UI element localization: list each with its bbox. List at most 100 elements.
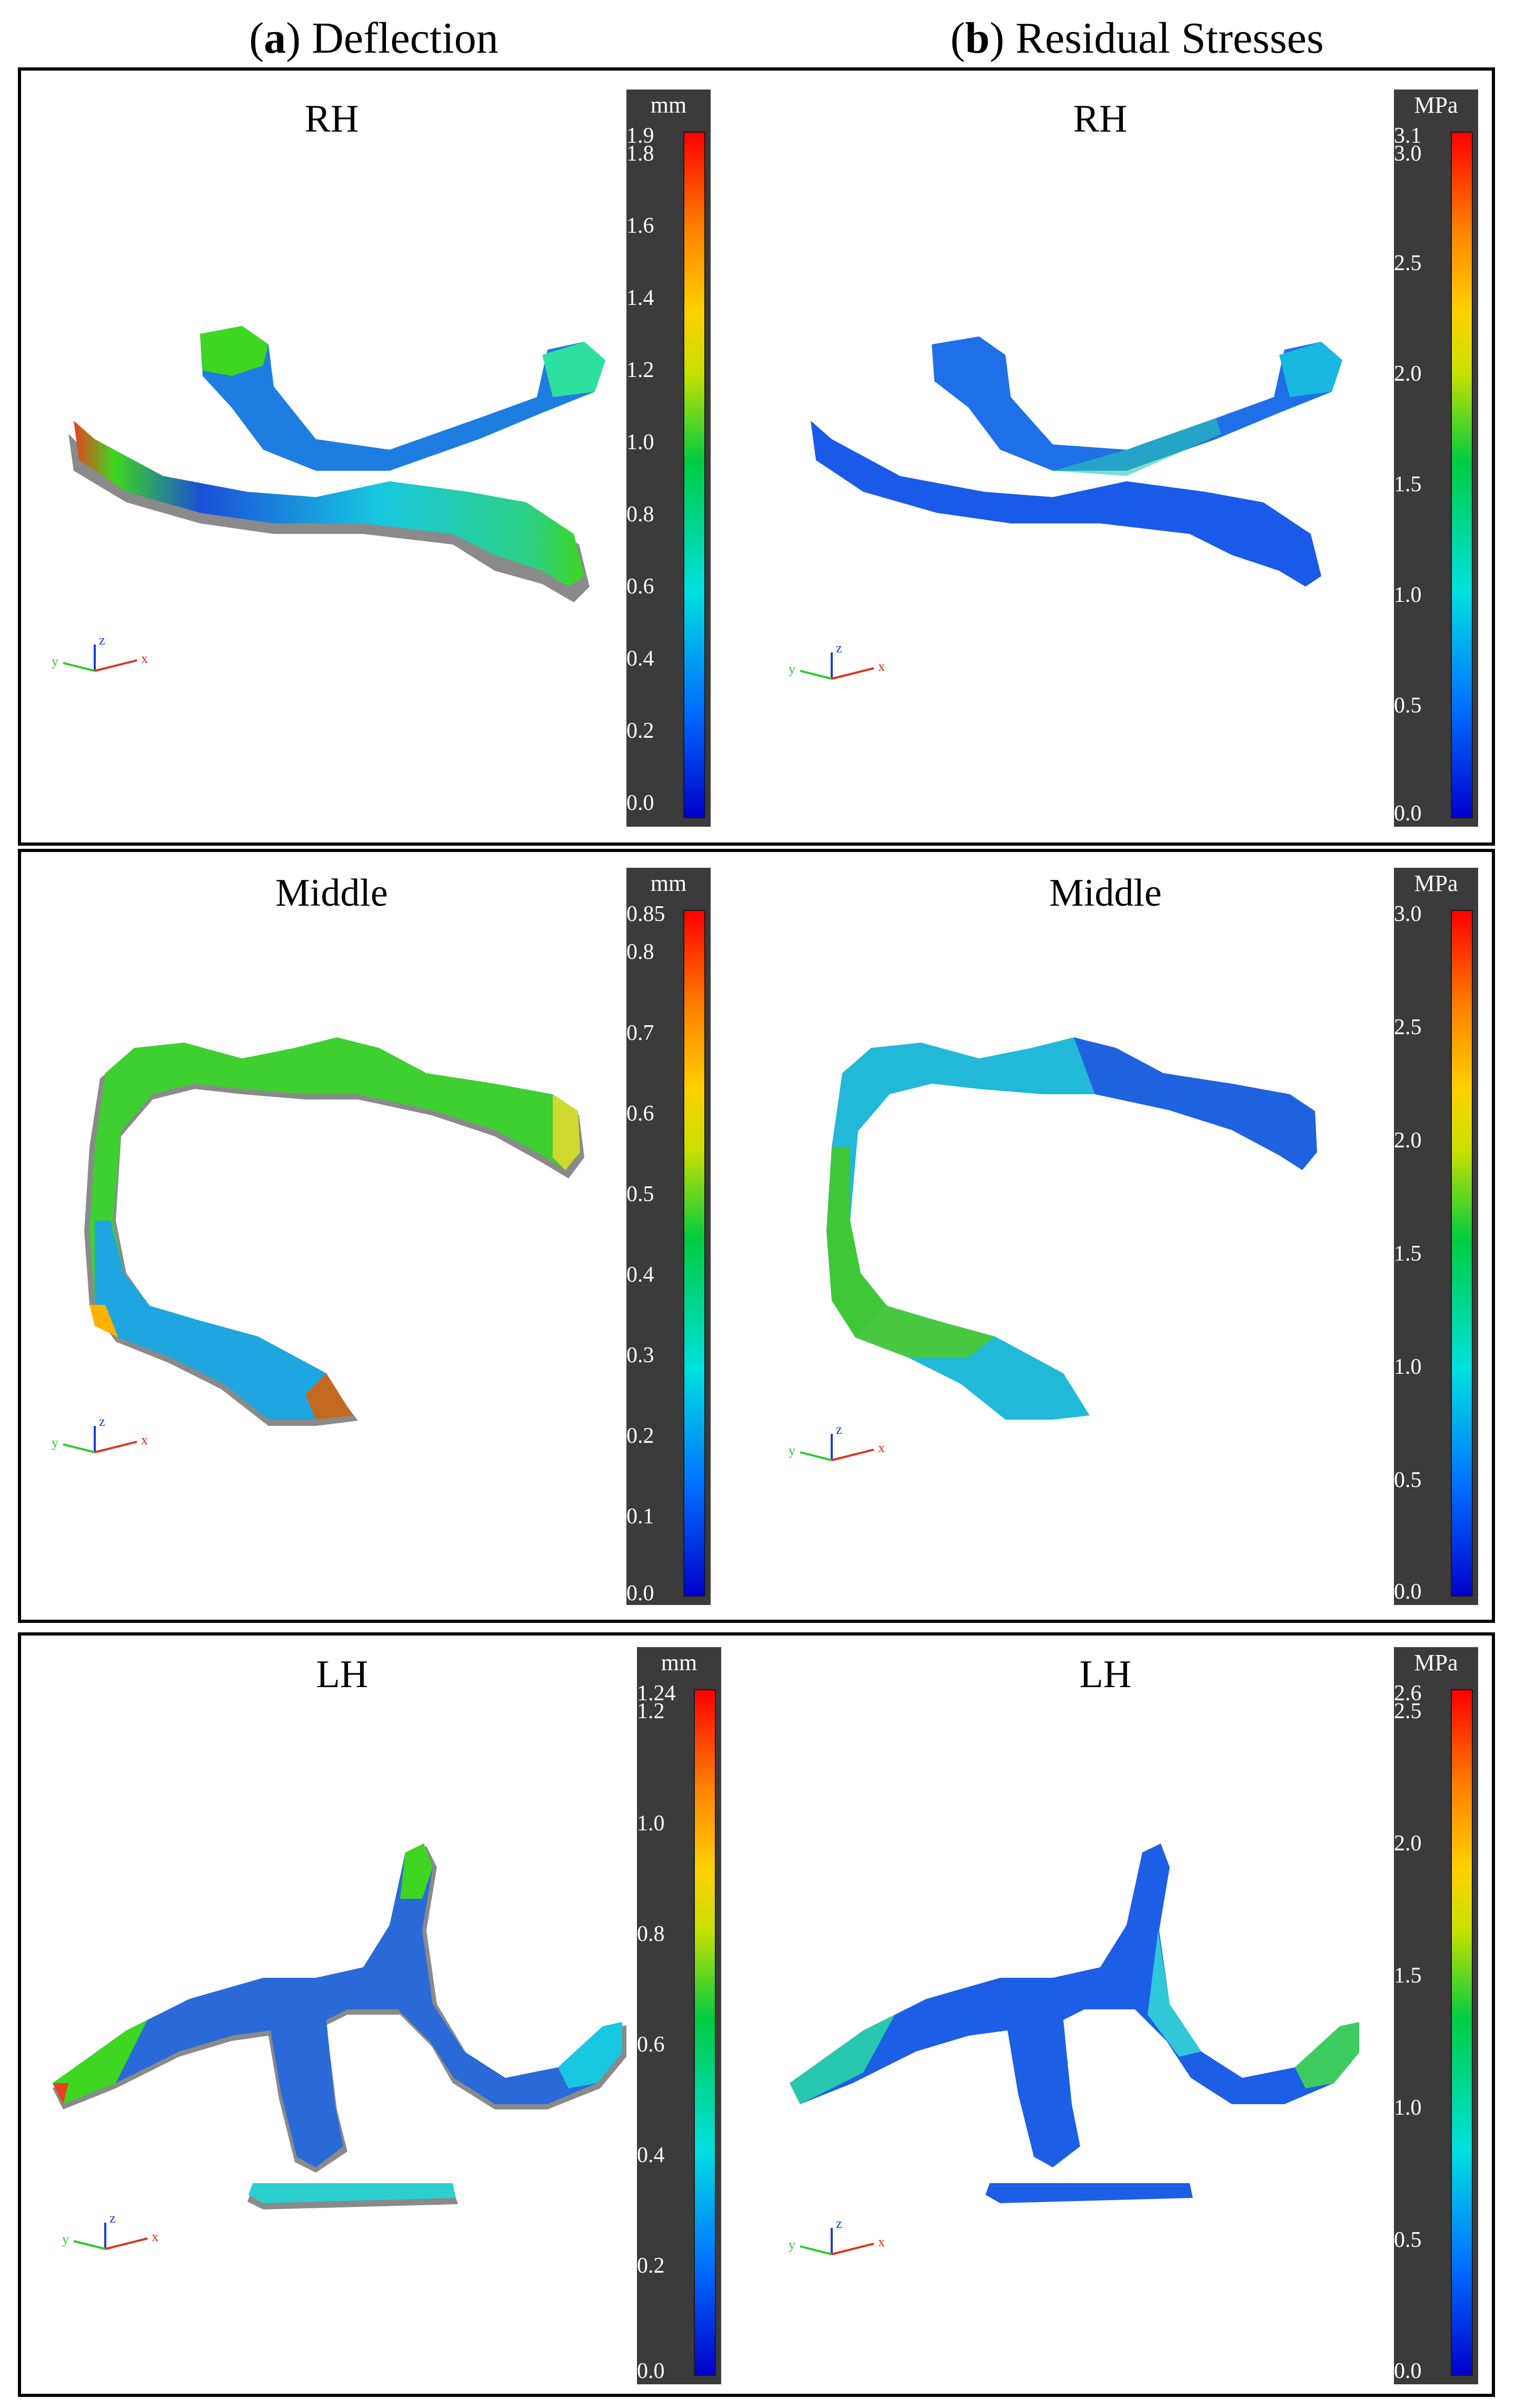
panel-rh-deflection: RH z y x mm 1.9: [21, 71, 758, 843]
lh-deflection-mesh: [53, 1844, 626, 2209]
colorbar-unit: MPa: [1414, 92, 1458, 118]
panel-lh-deflection: LH z y x mm 1.24 1.2 1.0 0.8 0.6: [21, 1636, 758, 2394]
panel-title: Middle: [1049, 871, 1162, 915]
svg-text:x: x: [141, 1432, 148, 1448]
svg-text:y: y: [62, 2232, 69, 2247]
panel-title: RH: [304, 97, 359, 141]
svg-text:z: z: [836, 1422, 842, 1437]
colorbar-tick: 0.5: [626, 1182, 654, 1206]
colorbar-tick: 1.2: [626, 358, 654, 382]
column-header-b: (b) Residual Stresses: [950, 14, 1324, 63]
colorbar-unit: mm: [661, 1650, 697, 1676]
svg-text:y: y: [789, 661, 795, 677]
colorbar-tick: 0.0: [637, 2359, 665, 2383]
colorbar-tick: 1.0: [1394, 583, 1422, 607]
colorbar-unit: MPa: [1414, 870, 1458, 896]
colorbar-gradient: [683, 910, 705, 1597]
colorbar-tick: 0.0: [626, 1581, 654, 1606]
colorbar-gradient: [694, 1689, 716, 2376]
panel-title: Middle: [275, 871, 388, 915]
colorbar-tick: 1.5: [1394, 1242, 1422, 1266]
rh-stress-mesh: [811, 336, 1342, 587]
colorbar-gradient: [1451, 1689, 1473, 2376]
colorbar-tick: 0.5: [1394, 693, 1422, 718]
colorbar-tick: 0.3: [626, 1343, 654, 1367]
row-rh: RH z y x mm 1.9: [18, 67, 1495, 846]
axis-triad: z y x: [789, 2216, 885, 2255]
colorbar: mm 0.85 0.8 0.7 0.6 0.5 0.4 0.3 0.2 0.1 …: [626, 868, 711, 1605]
colorbar-tick: 2.5: [1394, 1699, 1422, 1723]
svg-text:z: z: [109, 2211, 116, 2226]
colorbar: mm 1.9 1.8 1.6 1.4 1.2 1.0 0.8 0.6 0.4 0…: [626, 90, 711, 827]
axis-triad: z y x: [789, 640, 885, 680]
colorbar-tick: 0.2: [626, 719, 654, 743]
middle-stress-mesh: [826, 1037, 1317, 1420]
colorbar: MPa 3.1 3.0 2.5 2.0 1.5 1.0 0.5 0.0: [1394, 90, 1478, 827]
colorbar-tick: 0.2: [626, 1424, 654, 1448]
colorbar: mm 1.24 1.2 1.0 0.8 0.6 0.4 0.2 0.0: [637, 1647, 721, 2384]
svg-text:x: x: [878, 2234, 885, 2250]
colorbar-tick: 1.24: [637, 1681, 676, 1706]
colorbar-tick: 1.6: [626, 214, 654, 238]
svg-text:x: x: [878, 1440, 885, 1455]
colorbar-tick: 0.5: [1394, 1468, 1422, 1492]
colorbar-tick: 0.8: [626, 940, 654, 964]
colorbar-tick: 0.0: [1394, 2359, 1422, 2383]
colorbar: MPa 3.0 2.5 2.0 1.5 1.0 0.5 0.0: [1394, 868, 1478, 1605]
colorbar-tick: 0.2: [637, 2254, 665, 2278]
axis-triad: z y x: [52, 632, 148, 672]
panel-title: RH: [1073, 97, 1128, 141]
colorbar-gradient: [1451, 132, 1473, 818]
svg-text:y: y: [789, 1443, 795, 1458]
colorbar-gradient: [683, 132, 705, 818]
panel-middle-stress: Middle z y x MPa 3.0 2.5 2.0 1.5 1.0 0.5…: [758, 852, 1495, 1620]
panel-title: LH: [1079, 1653, 1132, 1696]
colorbar-tick: 2.5: [1394, 251, 1422, 275]
colorbar-tick: 3.1: [1394, 124, 1422, 148]
colorbar-tick: 1.0: [637, 1811, 665, 1836]
svg-text:z: z: [836, 2216, 842, 2231]
colorbar-tick: 2.0: [1394, 1128, 1422, 1153]
svg-text:x: x: [152, 2229, 158, 2244]
colorbar-tick: 2.5: [1394, 1015, 1422, 1039]
colorbar-unit: mm: [650, 870, 687, 896]
colorbar-tick: 0.8: [637, 1922, 665, 1946]
colorbar-tick: 0.0: [1394, 801, 1422, 826]
panel-title: LH: [316, 1653, 368, 1696]
colorbar-unit: mm: [650, 92, 687, 118]
colorbar-tick: 1.9: [626, 124, 654, 148]
column-header-a: (a) Deflection: [249, 14, 499, 63]
colorbar-unit: MPa: [1414, 1650, 1458, 1676]
colorbar-tick: 1.4: [626, 286, 654, 310]
axis-triad: z y x: [62, 2211, 158, 2250]
colorbar-tick: 1.0: [1394, 2096, 1422, 2120]
svg-text:z: z: [99, 632, 105, 648]
colorbar-tick: 0.6: [626, 574, 654, 599]
colorbar-tick: 0.1: [626, 1504, 654, 1529]
svg-text:x: x: [878, 659, 885, 674]
colorbar-tick: 1.8: [626, 142, 654, 166]
svg-text:y: y: [52, 1435, 58, 1450]
colorbar-tick: 1.0: [626, 430, 654, 454]
svg-text:z: z: [99, 1414, 105, 1429]
svg-text:y: y: [789, 2237, 795, 2252]
colorbar-tick: 3.0: [1394, 902, 1422, 926]
colorbar-tick: 1.5: [1394, 472, 1422, 497]
svg-text:x: x: [141, 651, 148, 666]
colorbar-tick: 3.0: [1394, 142, 1422, 166]
colorbar-tick: 0.4: [626, 647, 654, 671]
rh-deflection-mesh: [68, 326, 605, 602]
colorbar-gradient: [1451, 910, 1473, 1597]
panel-lh-stress: LH z y x MPa 2.6 2.5 2.0 1.5 1.0 0.5 0.0: [758, 1636, 1495, 2394]
colorbar-tick: 2.0: [1394, 362, 1422, 386]
colorbar-tick: 1.2: [637, 1699, 665, 1723]
colorbar: MPa 2.6 2.5 2.0 1.5 1.0 0.5 0.0: [1394, 1647, 1478, 2384]
lh-stress-mesh: [790, 1844, 1359, 2203]
colorbar-tick: 0.0: [626, 791, 654, 815]
row-middle: Middle z y x mm 0.85 0.8 0.7 0.6 0.5 0.4: [18, 849, 1495, 1623]
colorbar-tick: 0.4: [626, 1263, 654, 1287]
middle-deflection-mesh: [84, 1037, 584, 1426]
colorbar-tick: 2.6: [1394, 1681, 1422, 1706]
axis-triad: z y x: [789, 1422, 885, 1461]
colorbar-tick: 1.5: [1394, 1964, 1422, 1988]
